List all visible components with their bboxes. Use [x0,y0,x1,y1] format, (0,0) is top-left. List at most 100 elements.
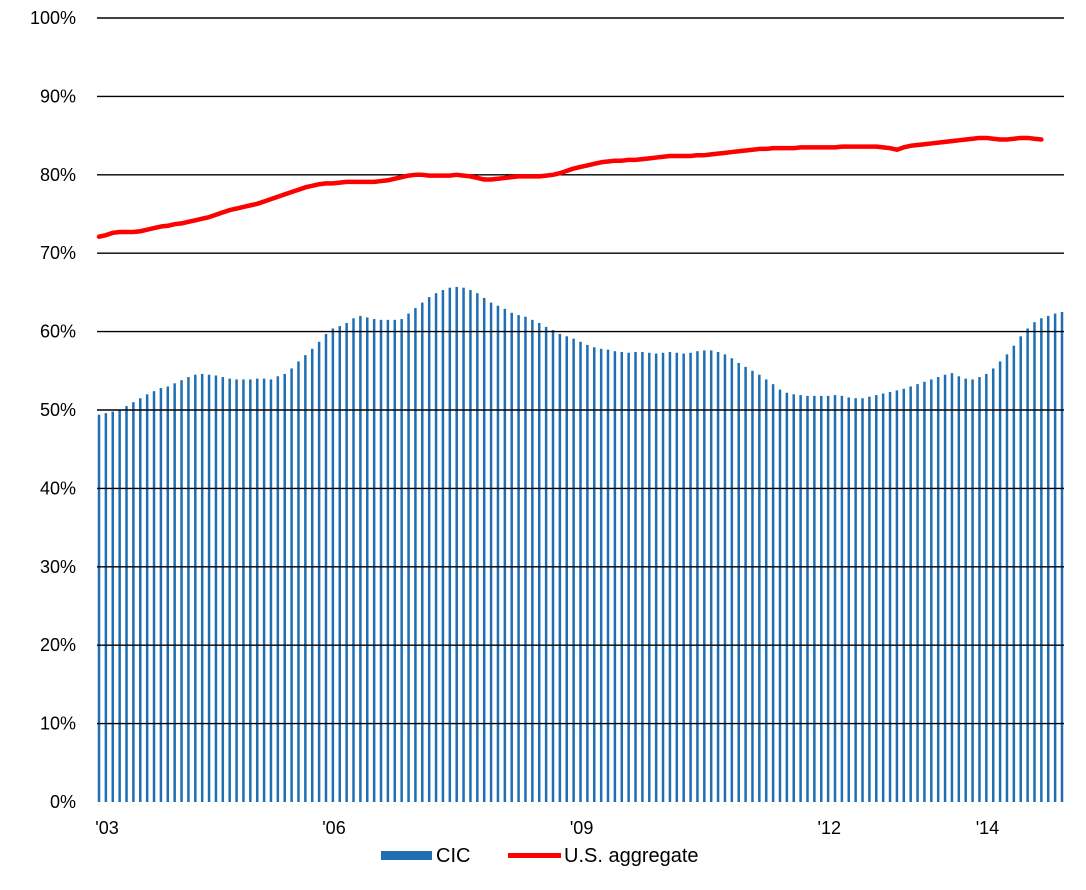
line-layer [96,135,1044,239]
bar-cic [895,390,899,802]
bar-cic [909,386,912,802]
bar-cic [709,350,713,802]
bar-cic [187,377,190,802]
legend-swatch-cic [381,851,432,860]
bar-cic [737,362,740,802]
bar-cic [242,379,245,802]
bar-cic [214,375,218,802]
bar-cic [703,350,706,802]
bar-cic [159,388,163,802]
bar-cic [448,287,452,802]
y-axis-ticks: 0% 10% 20% 30% 40% 50% 60% 70% 80% 90% 100% [30,8,76,812]
bar-cic [847,397,851,802]
bar-cic [228,378,231,802]
bar-cic [572,338,575,802]
bar-cic [489,302,493,802]
bar-cic [276,376,280,802]
bar-cic [833,395,837,802]
bar-cic [1060,312,1064,802]
bar-cic [826,395,830,802]
bar-cic [517,315,520,802]
bar-cic [936,377,940,802]
bar-cic [125,406,128,802]
bar-cic [978,377,981,802]
line-us-aggregate [96,135,1044,239]
bar-cic [324,333,328,802]
bar-cic [764,379,768,802]
bar-cic [393,319,397,802]
bar-cic [290,368,293,802]
bar-cic [524,316,527,802]
bar-cic [599,348,603,802]
y-tick-label: 10% [40,714,76,734]
grid-layer [97,17,1064,725]
bar-cic [985,373,988,802]
bar-cic [654,353,658,802]
bar-cic [297,361,300,802]
bar-cic [723,354,727,802]
y-tick-label: 50% [40,400,76,420]
bar-cic [139,398,142,802]
bar-cic [916,384,919,802]
bar-cic [861,398,864,802]
bar-cic [379,319,383,802]
bar-cic [476,293,479,802]
bar-cic [262,378,266,802]
bar-cic [813,395,816,802]
bar-cic [840,395,844,802]
bar-cic [778,389,782,802]
bar-cic [1046,315,1050,802]
bar-cic [1026,328,1029,802]
bar-cic [799,395,802,802]
bar-cic [249,379,252,802]
bar-cic [1012,345,1016,802]
y-tick-label: 70% [40,243,76,263]
bar-cic [544,326,548,802]
bar-cic [386,319,390,802]
bar-cic [881,393,885,802]
bar-cic [283,373,286,802]
bar-cic [551,330,555,802]
bar-cic [868,396,871,802]
y-tick-label: 40% [40,478,76,498]
bar-cic [785,392,789,802]
bar-cic [372,319,376,802]
bar-cic [118,410,121,802]
bar-cic [310,348,314,802]
bar-cic [964,378,967,802]
bar-cic [627,352,630,802]
y-tick-label: 80% [40,165,76,185]
y-tick-label: 90% [40,86,76,106]
bar-cic [875,395,878,802]
bar-cic [407,313,410,802]
bar-cic [317,341,321,802]
x-tick-label: '03 [95,818,118,838]
bar-cic [957,376,961,802]
bar-cic [558,333,562,802]
bar-cic [668,351,672,802]
bar-cic [579,341,582,802]
bar-cic [194,374,197,802]
bar-cic [462,287,465,802]
bar-cic [991,368,995,802]
bar-cic [200,373,204,802]
bar-cic [304,355,307,802]
bar-cic [930,379,933,802]
bar-cic [400,319,403,802]
x-tick-label: '09 [570,818,593,838]
bar-cic [902,388,906,802]
bar-cic [104,413,108,802]
bar-cic [421,302,424,802]
bar-cic [716,351,720,802]
bar-cic [455,286,458,802]
bar-cic [593,347,596,802]
bar-cic [221,377,225,802]
bar-cic [696,351,699,802]
bar-cic [682,353,685,802]
y-tick-label: 0% [50,792,76,812]
bar-cic [166,386,170,802]
bar-cic [1053,313,1057,802]
bar-cic [1033,322,1036,802]
bar-cic [510,312,513,802]
